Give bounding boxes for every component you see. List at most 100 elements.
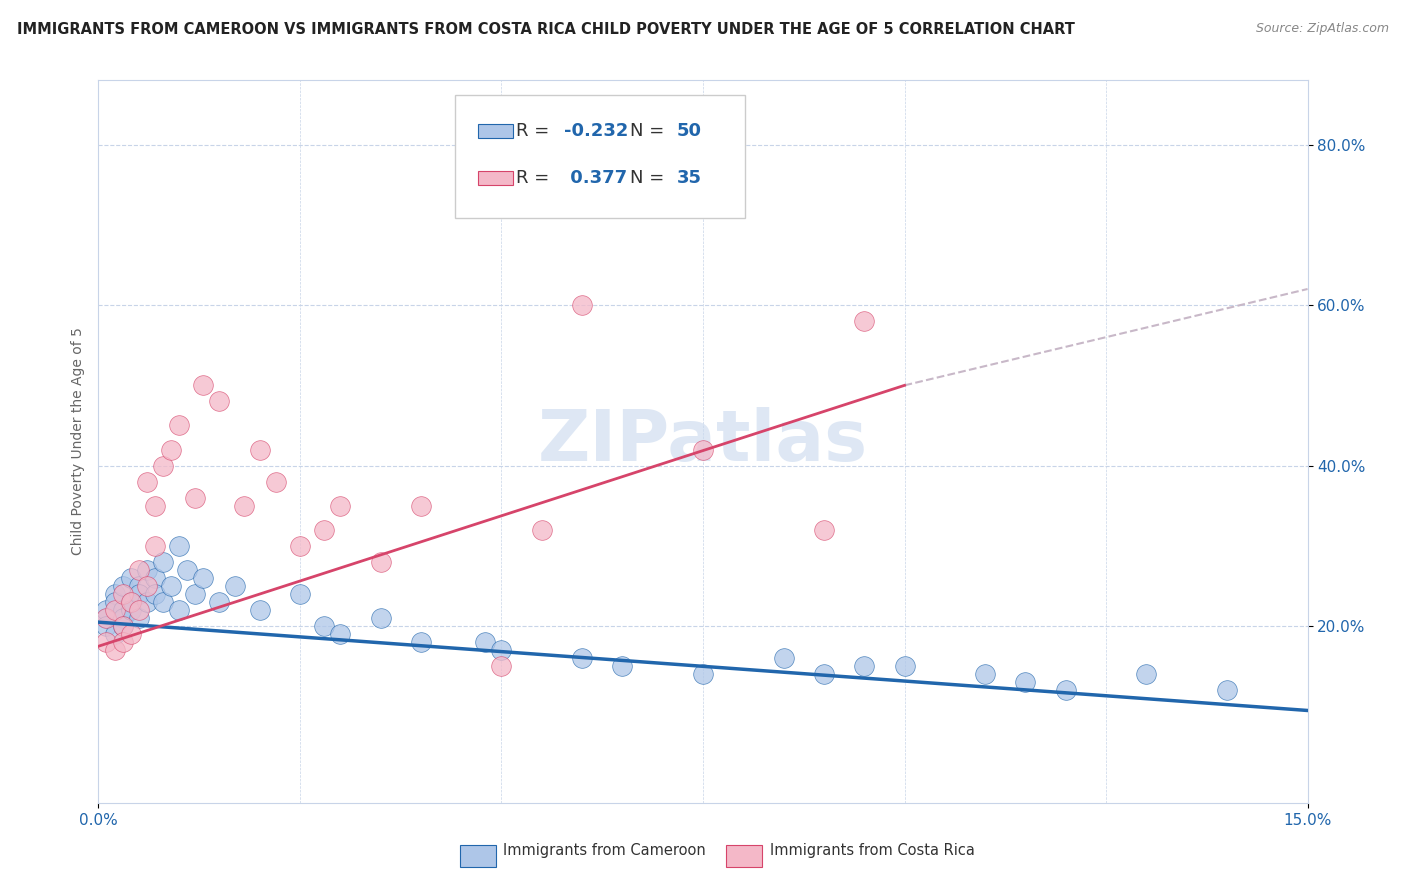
FancyBboxPatch shape	[478, 124, 513, 138]
Point	[329, 499, 352, 513]
Point	[193, 571, 215, 585]
Point	[111, 603, 134, 617]
Y-axis label: Child Poverty Under the Age of 5: Child Poverty Under the Age of 5	[70, 327, 84, 556]
FancyBboxPatch shape	[478, 170, 513, 185]
Point	[111, 619, 134, 633]
Point	[314, 523, 336, 537]
Point	[96, 603, 118, 617]
Point	[111, 611, 134, 625]
Point	[853, 314, 876, 328]
Point	[152, 458, 174, 473]
Point	[135, 579, 157, 593]
Point	[111, 579, 134, 593]
Text: Immigrants from Costa Rica: Immigrants from Costa Rica	[769, 843, 974, 858]
Point	[491, 643, 513, 657]
Text: IMMIGRANTS FROM CAMEROON VS IMMIGRANTS FROM COSTA RICA CHILD POVERTY UNDER THE A: IMMIGRANTS FROM CAMEROON VS IMMIGRANTS F…	[17, 22, 1074, 37]
Text: R =: R =	[516, 169, 554, 186]
Point	[135, 595, 157, 609]
Point	[96, 611, 118, 625]
Point	[249, 442, 271, 457]
Point	[772, 651, 794, 665]
Point	[111, 619, 134, 633]
Point	[128, 611, 150, 625]
Point	[288, 539, 311, 553]
FancyBboxPatch shape	[460, 846, 496, 867]
Text: Immigrants from Cameroon: Immigrants from Cameroon	[503, 843, 706, 858]
FancyBboxPatch shape	[725, 846, 762, 867]
Point	[692, 667, 714, 681]
Point	[120, 595, 142, 609]
Point	[409, 635, 432, 649]
Point	[120, 595, 142, 609]
Point	[314, 619, 336, 633]
Point	[193, 378, 215, 392]
Point	[571, 298, 593, 312]
Point	[143, 539, 166, 553]
Point	[264, 475, 287, 489]
Point	[128, 587, 150, 601]
Point	[474, 635, 496, 649]
Point	[853, 659, 876, 673]
Point	[1054, 683, 1077, 698]
Point	[120, 571, 142, 585]
Point	[120, 603, 142, 617]
Point	[208, 394, 231, 409]
Point	[96, 611, 118, 625]
Point	[152, 595, 174, 609]
Point	[103, 627, 125, 641]
Point	[1135, 667, 1157, 681]
Point	[160, 442, 183, 457]
Text: 0.377: 0.377	[564, 169, 627, 186]
Point	[128, 603, 150, 617]
Point	[111, 587, 134, 601]
Point	[491, 659, 513, 673]
Point	[224, 579, 246, 593]
Text: R =: R =	[516, 122, 554, 140]
Point	[160, 579, 183, 593]
Point	[612, 659, 634, 673]
Text: N =: N =	[630, 122, 671, 140]
Point	[329, 627, 352, 641]
Point	[128, 563, 150, 577]
Point	[128, 579, 150, 593]
Point	[103, 603, 125, 617]
Point	[143, 571, 166, 585]
Point	[813, 667, 835, 681]
Point	[232, 499, 254, 513]
FancyBboxPatch shape	[456, 95, 745, 218]
Point	[208, 595, 231, 609]
Point	[184, 491, 207, 505]
Point	[692, 442, 714, 457]
Text: Source: ZipAtlas.com: Source: ZipAtlas.com	[1256, 22, 1389, 36]
Point	[103, 587, 125, 601]
Point	[103, 595, 125, 609]
Point	[974, 667, 997, 681]
Point	[120, 627, 142, 641]
Point	[813, 523, 835, 537]
Point	[530, 523, 553, 537]
Point	[288, 587, 311, 601]
Point	[96, 619, 118, 633]
Point	[370, 555, 392, 569]
Point	[176, 563, 198, 577]
Point	[571, 651, 593, 665]
Point	[409, 499, 432, 513]
Point	[370, 611, 392, 625]
Text: N =: N =	[630, 169, 671, 186]
Point	[167, 539, 190, 553]
Text: 35: 35	[676, 169, 702, 186]
Point	[135, 475, 157, 489]
Point	[167, 418, 190, 433]
Point	[893, 659, 915, 673]
Point	[96, 635, 118, 649]
Point	[143, 587, 166, 601]
Point	[152, 555, 174, 569]
Point	[184, 587, 207, 601]
Point	[103, 643, 125, 657]
Point	[249, 603, 271, 617]
Text: -0.232: -0.232	[564, 122, 628, 140]
Point	[135, 563, 157, 577]
Point	[143, 499, 166, 513]
Text: 50: 50	[676, 122, 702, 140]
Point	[1014, 675, 1036, 690]
